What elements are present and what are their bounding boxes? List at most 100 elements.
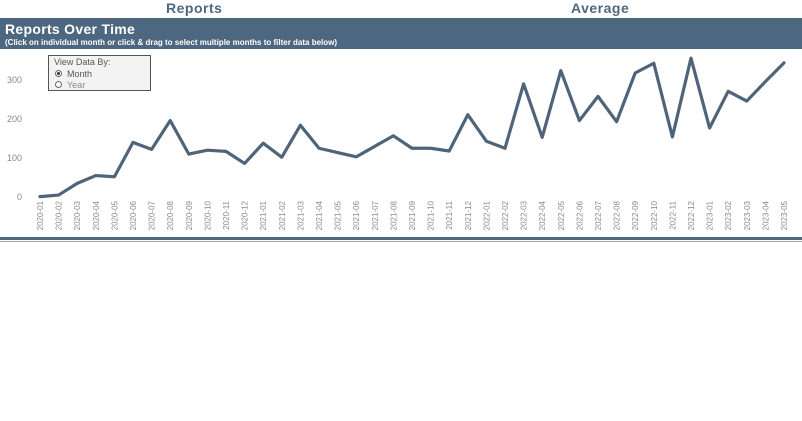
x-tick-label: 2023-05 xyxy=(780,200,789,230)
x-tick-label: 2020-03 xyxy=(73,200,82,230)
data-point[interactable] xyxy=(778,57,790,69)
x-tick-label: 2021-03 xyxy=(296,200,305,230)
series-layer[interactable] xyxy=(34,52,790,202)
data-point[interactable] xyxy=(276,151,288,163)
data-point[interactable] xyxy=(425,142,437,154)
data-point[interactable] xyxy=(53,189,65,201)
data-point[interactable] xyxy=(611,116,623,128)
radio-year-indicator[interactable] xyxy=(55,81,62,88)
y-tick-label: 100 xyxy=(7,153,22,163)
x-tick-label: 2020-08 xyxy=(166,200,175,230)
x-tick-label: 2022-04 xyxy=(538,200,547,230)
x-tick-label: 2021-01 xyxy=(259,200,268,230)
data-point[interactable] xyxy=(555,65,567,77)
data-point[interactable] xyxy=(518,78,530,90)
data-point[interactable] xyxy=(759,76,771,88)
x-axis: 2020-01 2020-02 2020-03 2020-04 2020-05 2020-… xyxy=(36,200,789,230)
data-point[interactable] xyxy=(183,148,195,160)
x-tick-label: 2020-05 xyxy=(110,200,119,230)
radio-year[interactable]: Year xyxy=(55,79,85,90)
y-axis: 0 100 200 300 xyxy=(7,75,22,202)
data-point[interactable] xyxy=(90,170,102,182)
data-point[interactable] xyxy=(685,52,697,64)
x-tick-label: 2020-10 xyxy=(203,200,212,230)
data-point[interactable] xyxy=(201,144,213,156)
data-point[interactable] xyxy=(499,142,511,154)
x-tick-label: 2021-06 xyxy=(352,200,361,230)
x-tick-label: 2022-08 xyxy=(613,200,622,230)
reports-column-header: Reports xyxy=(166,0,223,16)
average-column-header: Average xyxy=(571,0,630,16)
data-point[interactable] xyxy=(313,142,325,154)
view-data-by-control: View Data By: Month Year xyxy=(48,55,151,91)
x-tick-label: 2020-04 xyxy=(92,200,101,230)
data-point[interactable] xyxy=(592,90,604,102)
x-tick-label: 2020-11 xyxy=(222,200,231,229)
x-tick-label: 2023-02 xyxy=(724,200,733,230)
data-point[interactable] xyxy=(220,145,232,157)
data-point[interactable] xyxy=(722,85,734,97)
x-tick-label: 2023-01 xyxy=(706,200,715,230)
data-point[interactable] xyxy=(387,130,399,142)
data-point[interactable] xyxy=(648,57,660,69)
data-point[interactable] xyxy=(108,171,120,183)
data-point[interactable] xyxy=(573,115,585,127)
data-point[interactable] xyxy=(71,177,83,189)
data-point[interactable] xyxy=(704,122,716,134)
chart-title: Reports Over Time xyxy=(5,21,136,37)
data-point[interactable] xyxy=(332,147,344,159)
x-tick-label: 2021-11 xyxy=(445,200,454,229)
x-tick-label: 2023-04 xyxy=(761,200,770,230)
x-tick-label: 2022-05 xyxy=(557,200,566,230)
view-data-by-title: View Data By: xyxy=(54,57,111,67)
x-tick-label: 2022-02 xyxy=(501,200,510,230)
y-tick-label: 200 xyxy=(7,114,22,124)
x-tick-label: 2022-12 xyxy=(687,200,696,230)
data-point[interactable] xyxy=(369,140,381,152)
x-tick-label: 2022-10 xyxy=(650,200,659,230)
chart-title-bar: Reports Over Time (Click on individual m… xyxy=(0,18,802,49)
x-tick-label: 2020-12 xyxy=(241,200,250,230)
data-point[interactable] xyxy=(536,131,548,143)
x-tick-label: 2021-09 xyxy=(408,200,417,230)
data-point[interactable] xyxy=(294,119,306,131)
data-point[interactable] xyxy=(350,151,362,163)
data-point[interactable] xyxy=(146,143,158,155)
y-tick-label: 300 xyxy=(7,75,22,85)
data-point[interactable] xyxy=(443,145,455,157)
radio-month-label: Month xyxy=(67,68,93,79)
data-point[interactable] xyxy=(164,115,176,127)
x-tick-label: 2021-02 xyxy=(278,200,287,230)
series-line[interactable] xyxy=(38,56,786,199)
x-tick-label: 2021-12 xyxy=(464,200,473,230)
x-tick-label: 2021-04 xyxy=(315,200,324,230)
data-point[interactable] xyxy=(462,109,474,121)
x-tick-label: 2023-03 xyxy=(743,200,752,230)
x-tick-label: 2022-06 xyxy=(575,200,584,230)
x-tick-label: 2021-10 xyxy=(427,200,436,230)
x-tick-label: 2020-02 xyxy=(55,200,64,230)
reports-over-time-chart[interactable]: 0 100 200 300 2020-01 2020-02 2020-03 2020-04 2… xyxy=(0,49,802,237)
x-tick-label: 2020-06 xyxy=(129,200,138,230)
x-tick-label: 2020-07 xyxy=(148,200,157,230)
x-tick-label: 2022-07 xyxy=(594,200,603,230)
chart-subtitle: (Click on individual month or click & dr… xyxy=(5,38,338,47)
x-tick-label: 2022-09 xyxy=(631,200,640,230)
radio-month[interactable]: Month xyxy=(55,68,92,79)
x-tick-label: 2021-05 xyxy=(334,200,343,230)
data-point[interactable] xyxy=(239,157,251,169)
data-point[interactable] xyxy=(127,136,139,148)
data-point[interactable] xyxy=(480,135,492,147)
data-point[interactable] xyxy=(406,142,418,154)
panel-bottom-border xyxy=(0,237,802,240)
data-point[interactable] xyxy=(629,67,641,79)
x-tick-label: 2022-03 xyxy=(520,200,529,230)
radio-month-indicator[interactable] xyxy=(55,70,62,77)
data-point[interactable] xyxy=(257,137,269,149)
data-point[interactable] xyxy=(741,95,753,107)
data-point[interactable] xyxy=(666,131,678,143)
x-tick-label: 2020-09 xyxy=(185,200,194,230)
x-tick-label: 2022-11 xyxy=(668,200,677,229)
data-point[interactable] xyxy=(34,191,46,203)
